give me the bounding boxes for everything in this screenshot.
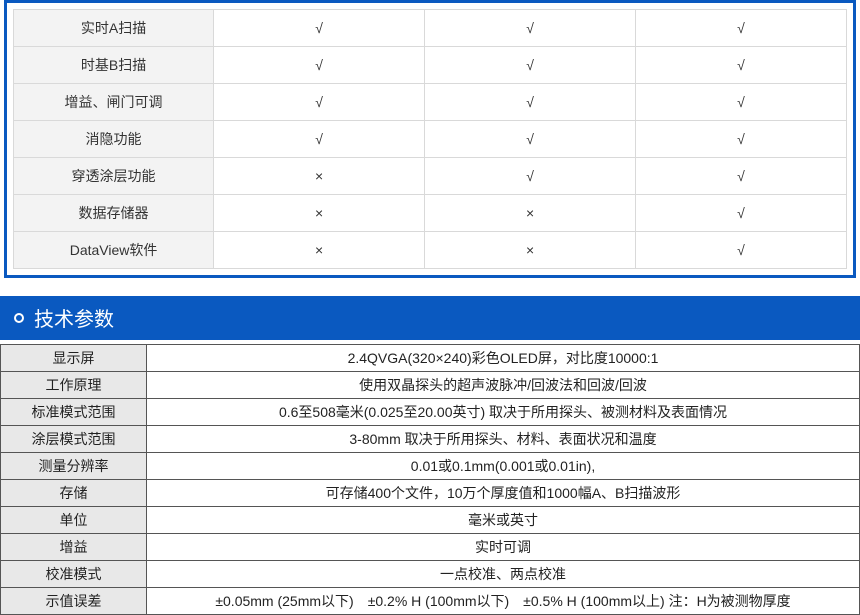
- table-row: 消隐功能√√√: [14, 121, 847, 158]
- spec-key: 标准模式范围: [1, 399, 147, 426]
- table-row: 数据存储器××√: [14, 195, 847, 232]
- spec-key: 单位: [1, 507, 147, 534]
- spec-value: ±0.05mm (25mm以下) ±0.2% H (100mm以下) ±0.5%…: [147, 588, 860, 615]
- spec-key: 增益: [1, 534, 147, 561]
- spec-table: 显示屏2.4QVGA(320×240)彩色OLED屏，对比度10000:1工作原…: [0, 344, 860, 615]
- table-row: 实时A扫描√√√: [14, 10, 847, 47]
- check-icon: √: [214, 121, 425, 158]
- cross-icon: ×: [214, 158, 425, 195]
- table-row: 单位毫米或英寸: [1, 507, 860, 534]
- row-label: 时基B扫描: [14, 47, 214, 84]
- check-icon: √: [636, 121, 847, 158]
- table-row: 测量分辨率0.01或0.1mm(0.001或0.01in),: [1, 453, 860, 480]
- table-row: 增益、闸门可调√√√: [14, 84, 847, 121]
- check-icon: √: [425, 10, 636, 47]
- spec-key: 测量分辨率: [1, 453, 147, 480]
- spec-value: 毫米或英寸: [147, 507, 860, 534]
- spec-value: 可存储400个文件，10万个厚度值和1000幅A、B扫描波形: [147, 480, 860, 507]
- row-label: 增益、闸门可调: [14, 84, 214, 121]
- spec-key: 存储: [1, 480, 147, 507]
- check-icon: √: [636, 158, 847, 195]
- check-icon: √: [636, 195, 847, 232]
- row-label: 数据存储器: [14, 195, 214, 232]
- check-icon: √: [636, 232, 847, 269]
- spec-value: 0.01或0.1mm(0.001或0.01in),: [147, 453, 860, 480]
- cross-icon: ×: [214, 232, 425, 269]
- table-row: 标准模式范围0.6至508毫米(0.025至20.00英寸) 取决于所用探头、被…: [1, 399, 860, 426]
- spec-key: 校准模式: [1, 561, 147, 588]
- table-row: 显示屏2.4QVGA(320×240)彩色OLED屏，对比度10000:1: [1, 345, 860, 372]
- spec-key: 涂层模式范围: [1, 426, 147, 453]
- check-icon: √: [425, 121, 636, 158]
- section-header: 技术参数: [0, 296, 860, 340]
- row-label: DataView软件: [14, 232, 214, 269]
- spec-value: 使用双晶探头的超声波脉冲/回波法和回波/回波: [147, 372, 860, 399]
- check-icon: √: [425, 84, 636, 121]
- check-icon: √: [214, 10, 425, 47]
- check-icon: √: [214, 47, 425, 84]
- spec-value: 一点校准、两点校准: [147, 561, 860, 588]
- table-row: 示值误差±0.05mm (25mm以下) ±0.2% H (100mm以下) ±…: [1, 588, 860, 615]
- spec-key: 显示屏: [1, 345, 147, 372]
- spec-value: 3-80mm 取决于所用探头、材料、表面状况和温度: [147, 426, 860, 453]
- spec-value: 实时可调: [147, 534, 860, 561]
- spec-value: 0.6至508毫米(0.025至20.00英寸) 取决于所用探头、被测材料及表面…: [147, 399, 860, 426]
- table-row: 校准模式一点校准、两点校准: [1, 561, 860, 588]
- check-icon: √: [636, 10, 847, 47]
- table-row: DataView软件××√: [14, 232, 847, 269]
- row-label: 消隐功能: [14, 121, 214, 158]
- row-label: 穿透涂层功能: [14, 158, 214, 195]
- comparison-table: 实时A扫描√√√时基B扫描√√√增益、闸门可调√√√消隐功能√√√穿透涂层功能×…: [13, 9, 847, 269]
- spec-value: 2.4QVGA(320×240)彩色OLED屏，对比度10000:1: [147, 345, 860, 372]
- table-row: 时基B扫描√√√: [14, 47, 847, 84]
- spec-key: 示值误差: [1, 588, 147, 615]
- check-icon: √: [425, 47, 636, 84]
- table-row: 穿透涂层功能×√√: [14, 158, 847, 195]
- row-label: 实时A扫描: [14, 10, 214, 47]
- cross-icon: ×: [425, 195, 636, 232]
- section-title: 技术参数: [34, 303, 114, 332]
- comparison-table-container: 实时A扫描√√√时基B扫描√√√增益、闸门可调√√√消隐功能√√√穿透涂层功能×…: [4, 0, 856, 278]
- check-icon: √: [636, 84, 847, 121]
- bullet-icon: [14, 313, 24, 323]
- table-row: 存储可存储400个文件，10万个厚度值和1000幅A、B扫描波形: [1, 480, 860, 507]
- table-row: 工作原理使用双晶探头的超声波脉冲/回波法和回波/回波: [1, 372, 860, 399]
- check-icon: √: [636, 47, 847, 84]
- table-row: 增益实时可调: [1, 534, 860, 561]
- spec-key: 工作原理: [1, 372, 147, 399]
- check-icon: √: [214, 84, 425, 121]
- cross-icon: ×: [425, 232, 636, 269]
- table-row: 涂层模式范围3-80mm 取决于所用探头、材料、表面状况和温度: [1, 426, 860, 453]
- cross-icon: ×: [214, 195, 425, 232]
- check-icon: √: [425, 158, 636, 195]
